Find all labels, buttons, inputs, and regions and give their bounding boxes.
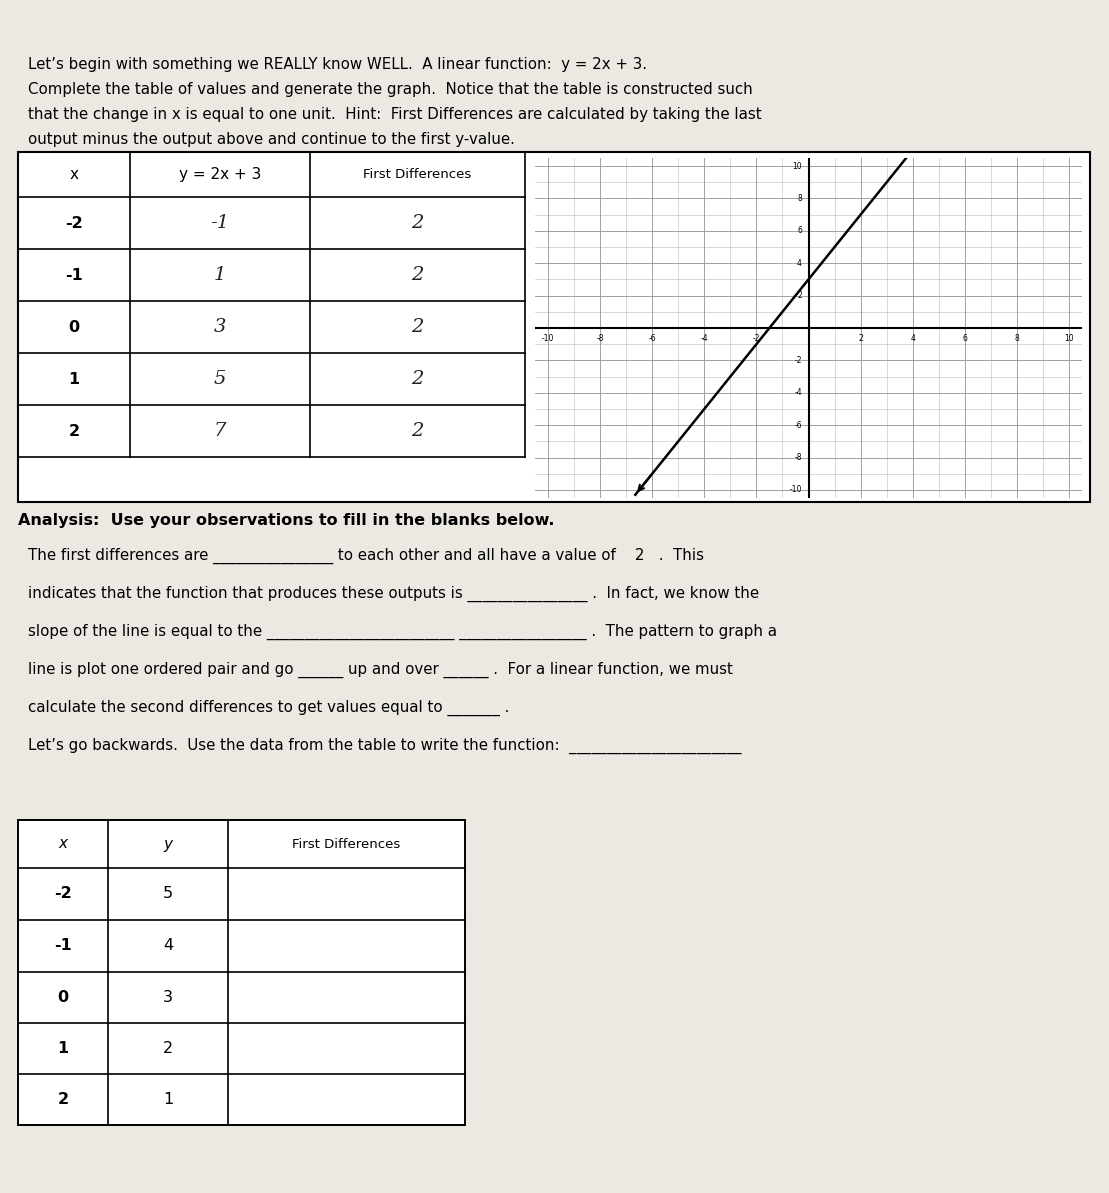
Text: 2: 2 xyxy=(163,1041,173,1056)
Text: x: x xyxy=(70,167,79,183)
Text: 1: 1 xyxy=(69,371,80,387)
Text: 2: 2 xyxy=(858,334,863,344)
Text: -2: -2 xyxy=(794,356,802,365)
Text: -1: -1 xyxy=(54,939,72,953)
Text: 6: 6 xyxy=(797,227,802,235)
Text: 2: 2 xyxy=(797,291,802,301)
Text: indicates that the function that produces these outputs is ________________ .  I: indicates that the function that produce… xyxy=(28,586,760,602)
Text: x: x xyxy=(59,836,68,852)
Bar xyxy=(18,820,465,1125)
Text: slope of the line is equal to the _________________________ _________________ . : slope of the line is equal to the ______… xyxy=(28,624,777,641)
Text: y = 2x + 3: y = 2x + 3 xyxy=(179,167,262,183)
Text: First Differences: First Differences xyxy=(364,168,471,181)
Text: 4: 4 xyxy=(797,259,802,267)
Text: Let’s go backwards.  Use the data from the table to write the function:  _______: Let’s go backwards. Use the data from th… xyxy=(28,738,742,754)
Text: -1: -1 xyxy=(65,267,83,283)
Text: 5: 5 xyxy=(214,370,226,388)
Bar xyxy=(18,152,1090,502)
Text: -2: -2 xyxy=(753,334,760,344)
Text: -8: -8 xyxy=(597,334,604,344)
Text: -2: -2 xyxy=(54,886,72,902)
Text: 0: 0 xyxy=(69,320,80,334)
Text: 2: 2 xyxy=(411,266,424,284)
Text: 3: 3 xyxy=(214,319,226,336)
Text: 8: 8 xyxy=(1015,334,1019,344)
Text: 2: 2 xyxy=(411,319,424,336)
Text: 2: 2 xyxy=(411,370,424,388)
Text: -2: -2 xyxy=(65,216,83,230)
Text: 0: 0 xyxy=(58,990,69,1005)
Text: 4: 4 xyxy=(910,334,915,344)
Text: -4: -4 xyxy=(701,334,709,344)
Text: 3: 3 xyxy=(163,990,173,1005)
Text: y: y xyxy=(163,836,173,852)
Text: 2: 2 xyxy=(411,422,424,440)
Text: that the change in x is equal to one unit.  Hint:  First Differences are calcula: that the change in x is equal to one uni… xyxy=(28,107,762,122)
Text: Complete the table of values and generate the graph.  Notice that the table is c: Complete the table of values and generat… xyxy=(28,82,753,97)
Text: 2: 2 xyxy=(411,214,424,231)
Text: 4: 4 xyxy=(163,939,173,953)
Text: -10: -10 xyxy=(542,334,554,344)
Text: -1: -1 xyxy=(211,214,230,231)
Text: 10: 10 xyxy=(792,161,802,171)
Text: 7: 7 xyxy=(214,422,226,440)
Text: First Differences: First Differences xyxy=(293,837,400,851)
Text: -6: -6 xyxy=(649,334,657,344)
Text: -10: -10 xyxy=(790,486,802,494)
Text: 1: 1 xyxy=(58,1041,69,1056)
Text: -8: -8 xyxy=(794,453,802,462)
Text: 2: 2 xyxy=(69,424,80,439)
Text: -6: -6 xyxy=(794,421,802,429)
Text: Let’s begin with something we REALLY know WELL.  A linear function:  y = 2x + 3.: Let’s begin with something we REALLY kno… xyxy=(28,57,647,72)
Text: 10: 10 xyxy=(1065,334,1074,344)
Text: -4: -4 xyxy=(794,388,802,397)
Text: 2: 2 xyxy=(58,1092,69,1107)
Text: line is plot one ordered pair and go ______ up and over ______ .  For a linear f: line is plot one ordered pair and go ___… xyxy=(28,662,733,678)
Text: Analysis:  Use your observations to fill in the blanks below.: Analysis: Use your observations to fill … xyxy=(18,513,554,528)
Text: 6: 6 xyxy=(963,334,967,344)
Text: 1: 1 xyxy=(163,1092,173,1107)
Text: 1: 1 xyxy=(214,266,226,284)
Text: calculate the second differences to get values equal to _______ .: calculate the second differences to get … xyxy=(28,700,509,716)
Text: 8: 8 xyxy=(797,194,802,203)
Text: output minus the output above and continue to the first y-value.: output minus the output above and contin… xyxy=(28,132,515,147)
Text: 5: 5 xyxy=(163,886,173,902)
Text: The first differences are ________________ to each other and all have a value of: The first differences are ______________… xyxy=(28,548,704,564)
